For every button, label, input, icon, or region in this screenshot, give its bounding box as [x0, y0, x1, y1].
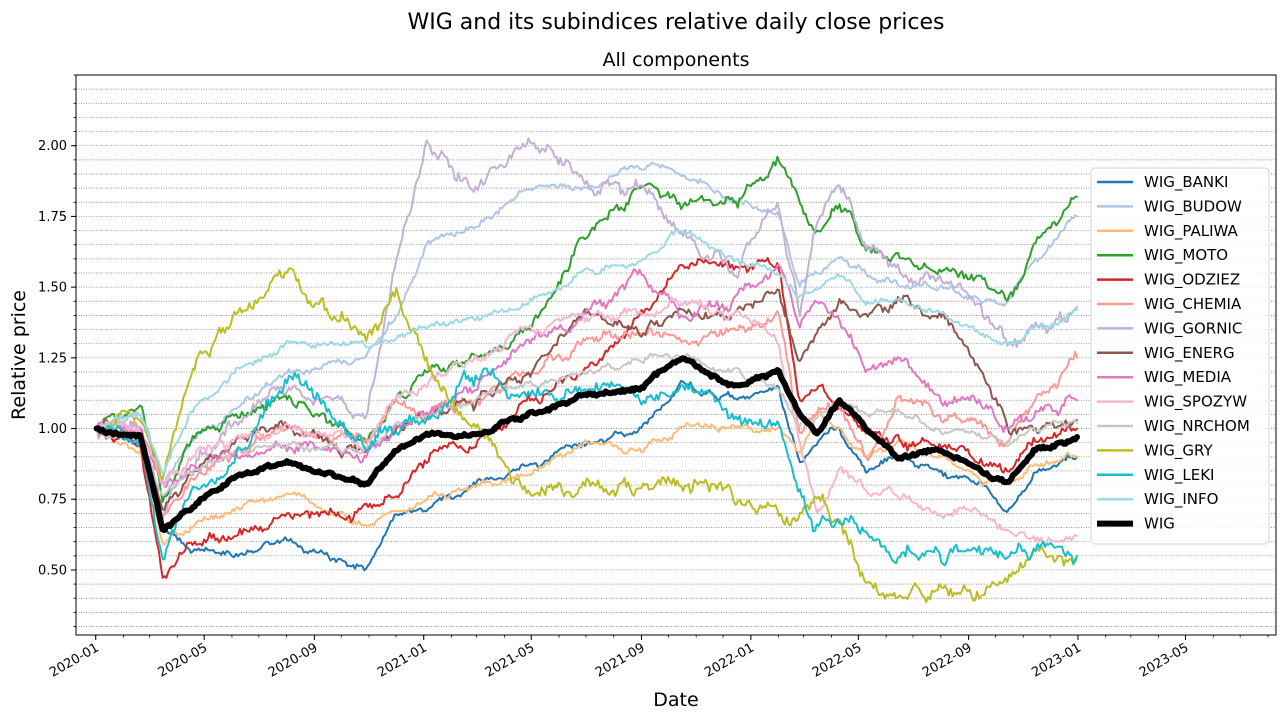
- y-tick-label: 1.50: [38, 281, 67, 296]
- legend-label: WIG_GRY: [1144, 441, 1213, 460]
- legend-label: WIG_BANKI: [1144, 173, 1228, 192]
- y-tick-label: 1.75: [38, 210, 67, 225]
- plot-frame: [75, 74, 1277, 636]
- legend-label: WIG_SPOZYW: [1144, 393, 1247, 412]
- legend-label: WIG: [1144, 515, 1175, 533]
- legend-label: WIG_GORNIC: [1144, 319, 1242, 338]
- series-line-wig-moto: [95, 155, 1078, 503]
- legend-label: WIG_BUDOW: [1144, 197, 1242, 216]
- series-line-wig-gornic: [95, 137, 1078, 522]
- legend-box: [1090, 167, 1270, 545]
- series-line-wig-spozyw: [95, 296, 1078, 544]
- series-line-wig: [93, 355, 1080, 534]
- series-line-wig-media: [95, 264, 1078, 488]
- y-axis-label: Relative price: [8, 290, 30, 420]
- y-tick-label: 1.00: [38, 422, 67, 437]
- legend-label: WIG_INFO: [1144, 490, 1218, 509]
- series-line-wig-nrchom: [95, 352, 1078, 497]
- series-line-wig-odziez: [95, 257, 1078, 579]
- chart-suptitle: WIG and its subindices relative daily cl…: [408, 10, 945, 35]
- x-axis-label: Date: [653, 689, 698, 711]
- legend-label: WIG_LEKI: [1144, 466, 1214, 485]
- legend-label: WIG_MEDIA: [1144, 368, 1232, 387]
- series-line-wig-paliwa: [95, 410, 1078, 546]
- legend-label: WIG_NRCHOM: [1144, 417, 1250, 436]
- legend-label: WIG_CHEMIA: [1144, 295, 1242, 314]
- legend-label: WIG_PALIWA: [1144, 222, 1239, 241]
- y-tick-label: 0.50: [38, 563, 67, 578]
- legend-label: WIG_MOTO: [1144, 246, 1228, 265]
- legend-label: WIG_ODZIEZ: [1144, 271, 1240, 290]
- series-line-wig-chemia: [95, 310, 1078, 518]
- series-line-wig-budow: [95, 161, 1078, 485]
- y-axis: 0.50 0.75 1.00 1.25 1.50 1.75 2.00: [38, 74, 76, 627]
- series-line-wig-gry: [95, 267, 1078, 604]
- chart-title: All components: [603, 49, 750, 71]
- series-line-wig-leki: [95, 367, 1078, 567]
- series-line-wig-info: [95, 229, 1078, 475]
- series-lines: [93, 137, 1080, 604]
- y-tick-label: 0.75: [38, 493, 67, 508]
- y-tick-label: 2.00: [38, 139, 67, 154]
- legend: WIG_BANKI WIG_BUDOW WIG_PALIWA WIG_MOTO WIG_…: [1090, 167, 1270, 545]
- series-line-wig-banki: [95, 379, 1078, 572]
- y-tick-label: 1.25: [38, 351, 67, 366]
- legend-label: WIG_ENERG: [1144, 344, 1235, 363]
